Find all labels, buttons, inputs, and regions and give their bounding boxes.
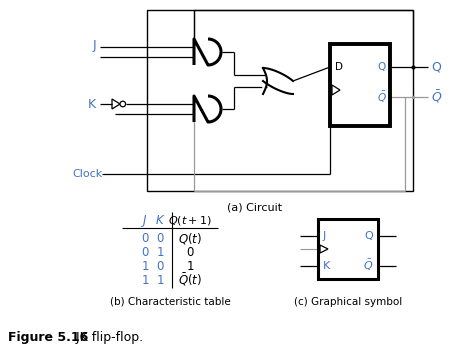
Text: D: D bbox=[335, 62, 343, 72]
Polygon shape bbox=[194, 96, 221, 122]
Text: 1: 1 bbox=[141, 274, 149, 286]
Text: 0: 0 bbox=[156, 232, 164, 245]
Text: $Q(t)$: $Q(t)$ bbox=[178, 230, 202, 246]
Polygon shape bbox=[194, 39, 221, 65]
Text: 1: 1 bbox=[156, 246, 164, 258]
Text: 1: 1 bbox=[156, 274, 164, 286]
Text: Q: Q bbox=[378, 62, 386, 72]
Text: J: J bbox=[143, 214, 147, 227]
Text: 0: 0 bbox=[141, 232, 149, 245]
Text: $\bar{Q}(t)$: $\bar{Q}(t)$ bbox=[178, 272, 202, 288]
Text: Clock: Clock bbox=[72, 169, 102, 179]
Text: K: K bbox=[156, 214, 164, 227]
Polygon shape bbox=[263, 68, 293, 94]
Bar bbox=[330, 44, 390, 126]
Text: (b) Characteristic table: (b) Characteristic table bbox=[110, 297, 231, 307]
Text: Q: Q bbox=[364, 231, 373, 241]
Bar bbox=[147, 10, 413, 191]
Text: (c) Graphical symbol: (c) Graphical symbol bbox=[294, 297, 402, 307]
Bar bbox=[318, 219, 378, 279]
Circle shape bbox=[120, 101, 125, 107]
Text: K: K bbox=[88, 97, 96, 110]
Text: 0: 0 bbox=[186, 246, 194, 258]
Text: $\bar{Q}$: $\bar{Q}$ bbox=[431, 89, 442, 105]
Text: (a) Circuit: (a) Circuit bbox=[227, 202, 283, 212]
Text: J: J bbox=[323, 231, 326, 241]
Text: 1: 1 bbox=[141, 259, 149, 273]
Text: 0: 0 bbox=[141, 246, 149, 258]
Text: J: J bbox=[92, 40, 96, 52]
Text: 0: 0 bbox=[156, 259, 164, 273]
Text: Q: Q bbox=[431, 61, 441, 74]
Text: JK flip-flop.: JK flip-flop. bbox=[60, 331, 143, 344]
Text: Figure 5.16: Figure 5.16 bbox=[8, 331, 88, 344]
Text: $\bar{Q}$: $\bar{Q}$ bbox=[377, 90, 387, 104]
Text: $Q(t+1)$: $Q(t+1)$ bbox=[168, 214, 212, 227]
Text: $\bar{Q}$: $\bar{Q}$ bbox=[363, 258, 373, 273]
Text: K: K bbox=[323, 261, 330, 271]
Text: 1: 1 bbox=[186, 259, 194, 273]
